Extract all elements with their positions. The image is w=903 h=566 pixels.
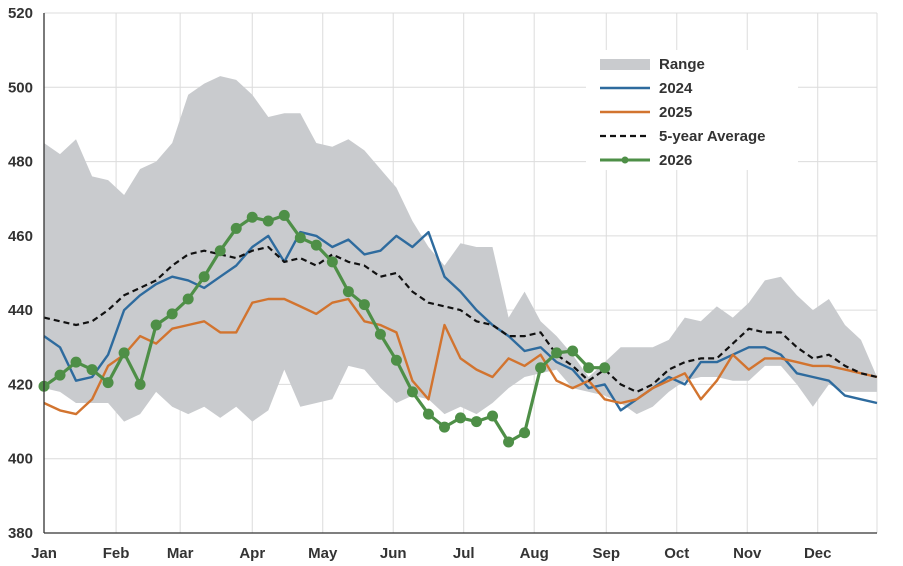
series-point	[326, 256, 338, 268]
legend-label: 2025	[659, 104, 692, 121]
series-point	[246, 211, 258, 223]
series-point	[535, 362, 547, 374]
series-point	[54, 369, 66, 381]
series-point	[438, 421, 450, 433]
series-point	[471, 416, 483, 428]
x-tick-label: Oct	[664, 545, 689, 562]
y-tick-label: 440	[8, 302, 33, 319]
series-point	[70, 356, 82, 368]
series-layer	[38, 209, 878, 448]
series-2024	[43, 230, 878, 412]
series-point	[86, 364, 98, 376]
series-2026	[38, 209, 611, 448]
series-line	[43, 297, 878, 416]
series-2025	[43, 297, 878, 416]
legend-label: Range	[659, 56, 705, 73]
series-line	[43, 230, 878, 412]
axes: 380 400 420 440 460 480 500 520 Jan Feb Mar Apr May J…	[8, 5, 877, 562]
series-point	[406, 386, 418, 398]
series-point	[551, 347, 563, 359]
y-tick-label: 480	[8, 154, 33, 171]
legend-label: 2024	[659, 80, 693, 97]
legend-item: 2026	[600, 152, 692, 169]
legend-item: 2025	[600, 104, 692, 121]
series-point	[519, 427, 531, 439]
y-tick-label: 420	[8, 376, 33, 393]
y-tick-label: 520	[8, 5, 33, 22]
series-point	[166, 308, 178, 320]
series-point	[422, 408, 434, 420]
series-point	[310, 239, 322, 251]
series-5-year-average	[43, 245, 878, 393]
series-point	[198, 271, 210, 283]
series-point	[358, 299, 370, 311]
x-tick-label: May	[308, 545, 338, 562]
series-point	[487, 410, 499, 422]
series-point	[278, 209, 290, 221]
legend-item: 5-year Average	[600, 128, 765, 145]
y-tick-label: 400	[8, 451, 33, 468]
series-point	[503, 436, 515, 448]
series-point	[390, 354, 402, 366]
series-point	[294, 232, 306, 244]
x-tick-label: Sep	[593, 545, 621, 562]
x-tick-label: Aug	[520, 545, 549, 562]
y-tick-label: 380	[8, 525, 33, 542]
series-point	[150, 319, 162, 331]
x-tick-label: Dec	[804, 545, 832, 562]
y-tick-label: 460	[8, 228, 33, 245]
series-point	[583, 362, 595, 374]
series-line	[43, 245, 878, 393]
x-tick-label: Jul	[453, 545, 475, 562]
x-tick-label: Mar	[167, 545, 194, 562]
series-point	[455, 412, 466, 424]
x-tick-label: Feb	[103, 545, 130, 562]
legend-item: 2024	[600, 80, 693, 97]
legend: Range 2024 2025 5-year Average 2026	[586, 50, 798, 170]
legend-item: Range	[600, 56, 705, 73]
series-point	[214, 245, 226, 257]
x-tick-label: Nov	[733, 545, 762, 562]
x-tick-label: Jan	[31, 545, 57, 562]
range-band-area	[44, 76, 877, 422]
y-tick-label: 500	[8, 79, 33, 96]
legend-swatch-range	[600, 59, 650, 70]
series-point	[599, 362, 611, 374]
legend-swatch-marker	[621, 156, 629, 164]
series-point	[182, 293, 194, 305]
series-point	[118, 347, 130, 359]
x-tick-label: Jun	[380, 545, 407, 562]
legend-label: 5-year Average	[659, 128, 765, 145]
series-point	[567, 345, 579, 357]
series-point	[230, 222, 242, 234]
legend-label: 2026	[659, 152, 692, 169]
range-band	[44, 76, 877, 422]
series-point	[374, 328, 386, 340]
series-point	[102, 377, 114, 389]
series-point	[342, 286, 354, 298]
series-point	[134, 378, 146, 390]
x-tick-label: Apr	[239, 545, 265, 562]
series-point	[262, 215, 274, 227]
